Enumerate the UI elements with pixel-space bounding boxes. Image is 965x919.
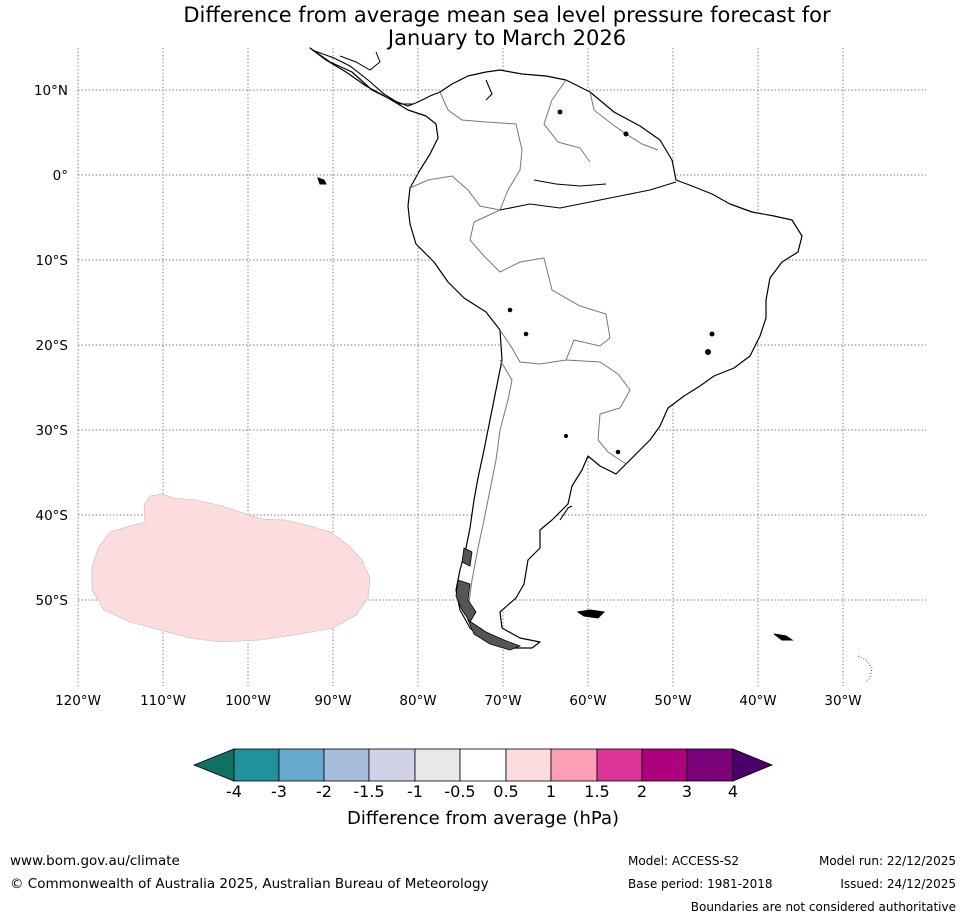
model-run-date: Model run: 22/12/2025 bbox=[818, 854, 956, 868]
map-title: Difference from average mean sea level p… bbox=[0, 4, 965, 50]
website-link[interactable]: www.bom.gov.au/climate bbox=[10, 853, 180, 869]
colorbar-swatch-10 bbox=[641, 748, 688, 782]
south-georgia-dots bbox=[857, 655, 873, 683]
lat-label-50s: 50°S bbox=[36, 593, 69, 609]
colorbar-tick-12: 4 bbox=[727, 782, 739, 801]
lat-label-0: 0° bbox=[53, 168, 68, 184]
lon-label-50w: 50°W bbox=[654, 693, 691, 709]
lon-label-90w: 90°W bbox=[314, 693, 351, 709]
colorbar bbox=[192, 748, 774, 782]
colorbar-swatch-7 bbox=[505, 748, 552, 782]
issued-date: Issued: 24/12/2025 bbox=[840, 877, 956, 891]
base-period: Base period: 1981-2018 bbox=[628, 877, 773, 891]
lon-label-110w: 110°W bbox=[140, 693, 186, 709]
colorbar-swatch-11 bbox=[686, 748, 734, 782]
colorbar-tick-10: 2 bbox=[636, 782, 648, 801]
colorbar-swatch-3 bbox=[323, 748, 370, 782]
colorbar-swatch-8 bbox=[550, 748, 598, 782]
colorbar-tick-2: -3 bbox=[271, 782, 287, 801]
lat-label-10s: 10°S bbox=[36, 253, 69, 269]
colorbar-swatch-over bbox=[732, 748, 774, 782]
lon-label-30w: 30°W bbox=[824, 693, 861, 709]
lat-label-30s: 30°S bbox=[36, 423, 69, 439]
copyright-notice: © Commonwealth of Australia 2025, Austra… bbox=[10, 876, 489, 892]
lon-label-60w: 60°W bbox=[569, 693, 606, 709]
inland-features bbox=[485, 79, 677, 521]
colorbar-tick-8: 1 bbox=[545, 782, 557, 801]
colorbar-tick-3: -2 bbox=[316, 782, 332, 801]
islands bbox=[317, 109, 794, 641]
lon-label-70w: 70°W bbox=[484, 693, 521, 709]
colorbar-swatch-9 bbox=[596, 748, 643, 782]
lat-label-20s: 20°S bbox=[36, 338, 69, 354]
colorbar-tick-4: -1.5 bbox=[353, 782, 385, 801]
lon-label-100w: 100°W bbox=[225, 693, 271, 709]
lon-label-80w: 80°W bbox=[399, 693, 436, 709]
anomaly-region-positive-pacific bbox=[91, 493, 371, 643]
lat-label-40s: 40°S bbox=[36, 508, 69, 524]
country-borders bbox=[409, 79, 659, 611]
lon-label-120w: 120°W bbox=[55, 693, 101, 709]
model-name: Model: ACCESS-S2 bbox=[628, 854, 740, 868]
map-title-line2: January to March 2026 bbox=[387, 26, 627, 50]
latitude-labels: 10°N 0° 10°S 20°S 30°S 40°S 50°S bbox=[34, 83, 68, 609]
colorbar-tick-5: -1 bbox=[407, 782, 423, 801]
boundaries-disclaimer: Boundaries are not considered authoritat… bbox=[690, 900, 956, 914]
colorbar-tick-6: -0.5 bbox=[444, 782, 476, 801]
south-america-coastline bbox=[309, 47, 803, 649]
colorbar-swatch-4 bbox=[368, 748, 416, 782]
colorbar-tick-7: 0.5 bbox=[493, 782, 519, 801]
colorbar-swatch-2 bbox=[278, 748, 325, 782]
colorbar-tick-1: -4 bbox=[226, 782, 242, 801]
longitude-labels: 120°W 110°W 100°W 90°W 80°W 70°W 60°W 50… bbox=[55, 693, 862, 709]
lat-label-10n: 10°N bbox=[34, 83, 68, 99]
caribbean-coastline bbox=[339, 51, 381, 71]
chile-fjords bbox=[455, 547, 522, 651]
colorbar-swatch-1 bbox=[233, 748, 280, 782]
colorbar-swatch-under bbox=[192, 748, 235, 782]
colorbar-swatch-6 bbox=[459, 748, 507, 782]
colorbar-tick-9: 1.5 bbox=[584, 782, 610, 801]
colorbar-label: Difference from average (hPa) bbox=[346, 808, 620, 829]
map-title-line1: Difference from average mean sea level p… bbox=[183, 3, 831, 27]
lon-label-40w: 40°W bbox=[739, 693, 776, 709]
central-america-coastline bbox=[311, 49, 414, 105]
colorbar-swatch-5 bbox=[414, 748, 461, 782]
colorbar-tick-11: 3 bbox=[681, 782, 693, 801]
